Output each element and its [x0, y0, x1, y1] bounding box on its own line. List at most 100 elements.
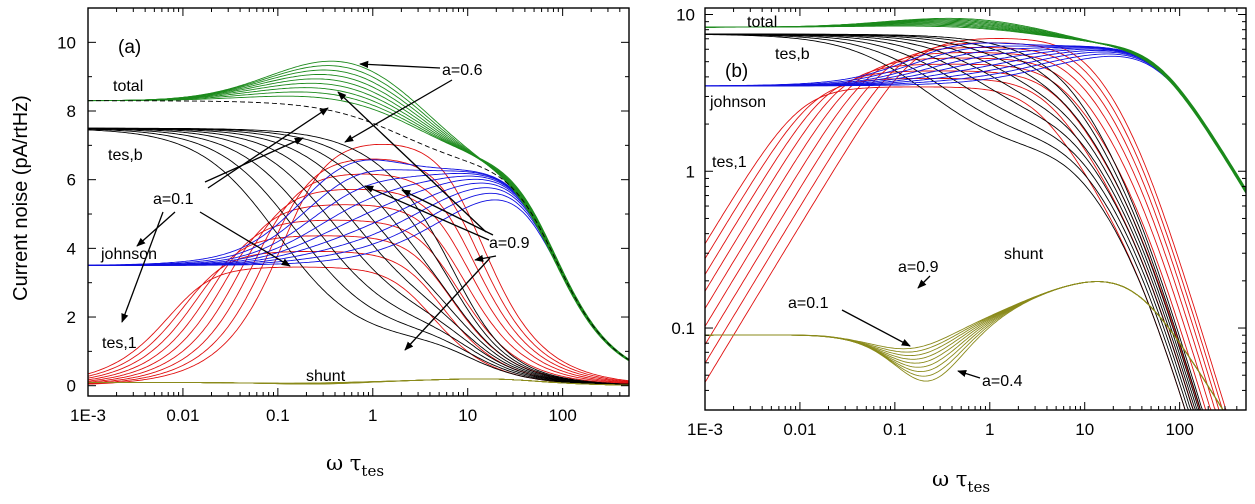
arrow-a01-low [121, 211, 164, 323]
series-line-shunt-b0.9 [705, 281, 1224, 410]
series-line-johnson-a0.7 [88, 187, 629, 360]
label-a06-a: a=0.6 [442, 62, 483, 79]
label-tes-b-b: tes,b [775, 46, 810, 63]
label-tes-1-b: tes,1 [712, 154, 747, 171]
series-line-johnson-b0.3 [705, 46, 1246, 191]
series-line-total-a0.2 [88, 91, 629, 360]
arrow-a09-tes1 [401, 189, 494, 236]
panel-b-arrows [841, 275, 981, 379]
series-line-tes-1-b0.8 [705, 42, 1224, 410]
series-line-tes-b-b0.5 [705, 33, 1197, 410]
panel-a-x-tick-label: 10 [458, 406, 477, 425]
series-line-johnson-b0.1 [705, 42, 1246, 190]
panel-a-x-tick-label: 100 [548, 406, 576, 425]
arrow-a01-total [207, 107, 329, 189]
series-line-tes-1-b0.4 [705, 63, 1207, 410]
label-shunt-b: shunt [1004, 246, 1044, 263]
series-line-tes-b-a0.4 [88, 128, 629, 386]
panel-b-x-tick-label: 0.01 [783, 420, 816, 439]
series-line-tes-b-b0.8 [705, 33, 1202, 410]
label-tes-1-a: tes,1 [102, 335, 137, 352]
panel-a-y-tick-label: 2 [67, 308, 76, 327]
arrow-a06-dashed [344, 79, 453, 143]
label-a01-a: a=0.1 [153, 191, 194, 208]
label-total-a: total [113, 78, 143, 95]
panel-a-x-tick-label: 1 [368, 406, 377, 425]
series-line-tes-1-b0.1 [705, 86, 1186, 410]
panel-a-y-tick-label: 4 [67, 239, 76, 258]
series-line-tes-1-b0.9 [705, 38, 1227, 410]
panel-b-x-tick-label: 1 [985, 420, 994, 439]
panel-b-y-tick-label: 10 [676, 5, 695, 24]
series-line-tes-b-b0.7 [705, 33, 1200, 410]
series-line-tes-1-a0.7 [88, 173, 629, 384]
panel-a-y-tick-label: 10 [57, 33, 76, 52]
series-line-johnson-b0.9 [705, 55, 1246, 191]
panel-b-x-tick-label: 100 [1165, 420, 1193, 439]
panel-a-x-tick-label: 1E-3 [70, 406, 106, 425]
series-line-johnson-a0.9 [88, 199, 629, 361]
series-line-tes-b-a0.5 [88, 127, 629, 386]
series-line-johnson-b0.5 [705, 48, 1246, 191]
x-axis-title-a: ω τtes [326, 451, 384, 480]
series-line-tes-1-a0.8 [88, 158, 629, 385]
series-line-tes-1-b0.6 [705, 52, 1217, 410]
arrow-a09-tesb [404, 257, 491, 351]
y-axis-title-a: Current noise (pA/rtHz) [10, 95, 32, 301]
series-line-shunt-a0.9 [88, 378, 629, 386]
arrow-a09-total [337, 91, 487, 233]
series-line-total-b0.9 [705, 17, 1246, 194]
series-line-total-a0.5 [88, 78, 629, 361]
label-johnson-a: johnson [100, 246, 157, 263]
label-tes-b-a: tes,b [108, 147, 143, 164]
panel-b-y-tick-label: 1 [686, 162, 695, 181]
series-line-tes-b-b0.3 [705, 33, 1192, 410]
series-line-tes-b-b0.4 [705, 33, 1194, 410]
series-line-tes-b-a0.1 [88, 129, 629, 386]
series-line-tes-1-b0.2 [705, 77, 1194, 410]
arrow-a09-johnson [364, 185, 490, 241]
panel-b-label: (b) [725, 61, 748, 82]
panel-a-curves [88, 60, 629, 386]
label-a09-b: a=0.9 [898, 259, 939, 276]
arrow-a09-side [474, 254, 497, 263]
series-line-tes-b-a0.8 [88, 127, 629, 385]
series-line-tes-1-a0.3 [88, 235, 629, 385]
arrow-a09-b [917, 275, 931, 289]
panel-a-y-tick-label: 6 [67, 171, 76, 190]
panel-a: 1E-3 0.01 0.1 1 10 100 0 2 4 6 8 10 (a) total tes,b… [57, 7, 630, 425]
series-line-tes-1-a0.1 [88, 266, 629, 386]
label-shunt-a: shunt [306, 368, 346, 385]
series-line-tes-b-a0.9 [88, 127, 629, 385]
panel-a-y-tick-label: 0 [67, 377, 76, 396]
series-line-tes-b-a0.3 [88, 128, 629, 386]
series-line-tes-1-a0.9 [88, 143, 629, 385]
series-line-tes-b-b0.9 [705, 33, 1203, 410]
series-line-tes-b-b0.6 [705, 33, 1199, 410]
panel-b-ticks: 1E-3 0.01 0.1 1 10 100 0.1 1 10 [671, 5, 1247, 439]
series-line-johnson-a0.6 [88, 182, 629, 360]
series-line-total-a0.4 [88, 82, 629, 361]
series-line-johnson-b0.4 [705, 47, 1246, 191]
panel-a-label: (a) [118, 37, 141, 58]
panel-b-x-tick-label: 1E-3 [687, 420, 723, 439]
x-axis-title-b: ω τtes [932, 467, 990, 496]
panel-a-arrows [121, 60, 497, 351]
arrow-a01-tesb [204, 137, 304, 183]
panel-a-ticks: 1E-3 0.01 0.1 1 10 100 0 2 4 6 8 10 [57, 8, 630, 425]
panel-a-x-tick-label: 0.1 [266, 406, 290, 425]
series-line-total-a0.9 [88, 60, 629, 362]
panel-b-curves [705, 17, 1246, 410]
arrow-a06-total [359, 60, 441, 69]
label-a04-b: a=0.4 [982, 373, 1023, 390]
label-a09-a: a=0.9 [489, 235, 530, 252]
series-line-tes-1-a0.4 [88, 219, 629, 385]
series-line-total-a0.1 [88, 95, 629, 360]
panel-b-x-tick-label: 0.1 [883, 420, 907, 439]
series-line-tes-1-b0.5 [705, 57, 1212, 410]
series-line-reference-dashed [88, 100, 629, 361]
arrow-a04-b [957, 370, 981, 379]
series-line-tes-1-b0.3 [705, 70, 1201, 410]
